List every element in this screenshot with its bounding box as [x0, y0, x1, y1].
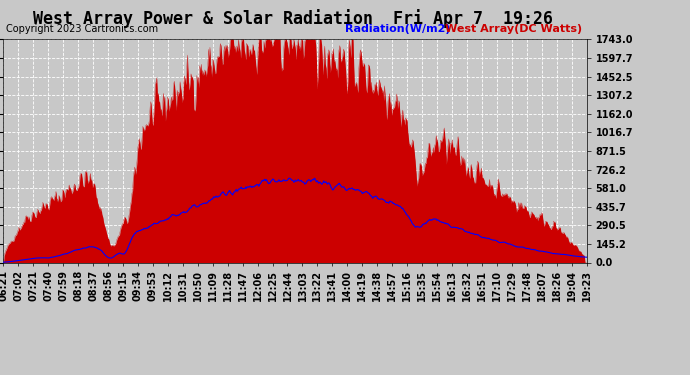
Text: Radiation(W/m2): Radiation(W/m2): [345, 24, 451, 34]
Text: Copyright 2023 Cartronics.com: Copyright 2023 Cartronics.com: [6, 24, 157, 34]
Text: West Array(DC Watts): West Array(DC Watts): [445, 24, 582, 34]
Text: West Array Power & Solar Radiation  Fri Apr 7  19:26: West Array Power & Solar Radiation Fri A…: [33, 9, 553, 28]
